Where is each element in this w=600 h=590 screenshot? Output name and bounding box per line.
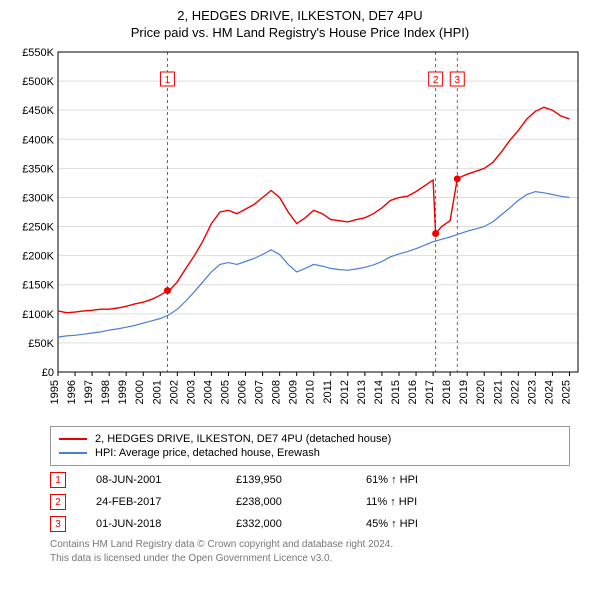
- sale-price: £332,000: [236, 518, 336, 530]
- sales-table: 1 08-JUN-2001 £139,950 61% ↑ HPI 2 24-FEB-201…: [50, 472, 570, 532]
- svg-text:2018: 2018: [441, 380, 453, 404]
- svg-text:2016: 2016: [407, 380, 419, 404]
- sale-row: 2 24-FEB-2017 £238,000 11% ↑ HPI: [50, 494, 570, 510]
- svg-text:2020: 2020: [475, 380, 487, 404]
- svg-text:£50K: £50K: [28, 338, 54, 350]
- svg-text:£200K: £200K: [22, 251, 54, 263]
- line-chart-svg: £0 £50K £100K £150K £200K £250K £300K £350K £400…: [10, 48, 590, 418]
- sale-pct-vs-hpi: 45% ↑ HPI: [366, 518, 418, 530]
- svg-text:1995: 1995: [49, 380, 61, 404]
- legend-item: 2, HEDGES DRIVE, ILKESTON, DE7 4PU (deta…: [59, 433, 561, 445]
- chart-title: 2, HEDGES DRIVE, ILKESTON, DE7 4PU: [10, 8, 590, 23]
- legend-item: HPI: Average price, detached house, Erew…: [59, 447, 561, 459]
- svg-text:£300K: £300K: [22, 192, 54, 204]
- svg-text:1996: 1996: [66, 380, 78, 404]
- chart-container: 2, HEDGES DRIVE, ILKESTON, DE7 4PU Price…: [0, 0, 600, 576]
- svg-text:2000: 2000: [134, 380, 146, 404]
- sale-date: 08-JUN-2001: [96, 474, 206, 486]
- svg-text:1998: 1998: [100, 380, 112, 404]
- legend-swatch: [59, 452, 87, 454]
- sale-pct-vs-hpi: 11% ↑ HPI: [366, 496, 417, 508]
- svg-text:2: 2: [433, 75, 439, 86]
- svg-text:2001: 2001: [151, 380, 163, 404]
- svg-text:2023: 2023: [526, 380, 538, 404]
- svg-text:2007: 2007: [254, 380, 266, 404]
- chart-subtitle: Price paid vs. HM Land Registry's House …: [10, 25, 590, 40]
- svg-text:2015: 2015: [390, 380, 402, 404]
- svg-text:£500K: £500K: [22, 76, 54, 88]
- svg-text:1: 1: [165, 75, 171, 86]
- svg-text:£550K: £550K: [22, 48, 54, 59]
- svg-text:£150K: £150K: [22, 280, 54, 292]
- svg-text:2012: 2012: [339, 380, 351, 404]
- svg-text:2021: 2021: [492, 380, 504, 404]
- svg-text:£350K: £350K: [22, 163, 54, 175]
- svg-text:£450K: £450K: [22, 105, 54, 117]
- svg-text:£250K: £250K: [22, 222, 54, 234]
- sale-price: £139,950: [236, 474, 336, 486]
- svg-text:£0: £0: [42, 367, 54, 379]
- svg-text:1997: 1997: [83, 380, 95, 404]
- svg-text:2003: 2003: [185, 380, 197, 404]
- svg-text:2008: 2008: [271, 380, 283, 404]
- legend-label: 2, HEDGES DRIVE, ILKESTON, DE7 4PU (deta…: [95, 433, 391, 445]
- svg-text:2024: 2024: [543, 380, 555, 404]
- svg-text:2010: 2010: [305, 380, 317, 404]
- chart-area: £0 £50K £100K £150K £200K £250K £300K £350K £400…: [10, 48, 590, 418]
- svg-text:£100K: £100K: [22, 309, 54, 321]
- svg-text:2005: 2005: [219, 380, 231, 404]
- svg-text:1999: 1999: [117, 380, 129, 404]
- svg-text:2019: 2019: [458, 380, 470, 404]
- svg-text:2006: 2006: [237, 380, 249, 404]
- svg-text:3: 3: [455, 75, 461, 86]
- svg-text:£400K: £400K: [22, 134, 54, 146]
- legend: 2, HEDGES DRIVE, ILKESTON, DE7 4PU (deta…: [50, 426, 570, 466]
- svg-text:2002: 2002: [168, 380, 180, 404]
- footer-line-2: This data is licensed under the Open Gov…: [50, 552, 570, 566]
- svg-text:2011: 2011: [322, 380, 334, 404]
- sale-row: 1 08-JUN-2001 £139,950 61% ↑ HPI: [50, 472, 570, 488]
- sale-marker-box: 2: [50, 494, 66, 510]
- svg-text:2013: 2013: [356, 380, 368, 404]
- svg-text:2009: 2009: [288, 380, 300, 404]
- sale-row: 3 01-JUN-2018 £332,000 45% ↑ HPI: [50, 516, 570, 532]
- svg-text:2025: 2025: [560, 380, 572, 404]
- sale-date: 01-JUN-2018: [96, 518, 206, 530]
- footer-line-1: Contains HM Land Registry data © Crown c…: [50, 538, 570, 552]
- legend-label: HPI: Average price, detached house, Erew…: [95, 447, 320, 459]
- legend-swatch: [59, 438, 87, 440]
- sale-marker-box: 3: [50, 516, 66, 532]
- sale-pct-vs-hpi: 61% ↑ HPI: [366, 474, 418, 486]
- footer-attribution: Contains HM Land Registry data © Crown c…: [50, 538, 570, 566]
- svg-text:2017: 2017: [424, 380, 436, 404]
- sale-date: 24-FEB-2017: [96, 496, 206, 508]
- svg-text:2022: 2022: [509, 380, 521, 404]
- sale-marker-box: 1: [50, 472, 66, 488]
- svg-text:2004: 2004: [202, 380, 214, 404]
- sale-price: £238,000: [236, 496, 336, 508]
- svg-text:2014: 2014: [373, 380, 385, 404]
